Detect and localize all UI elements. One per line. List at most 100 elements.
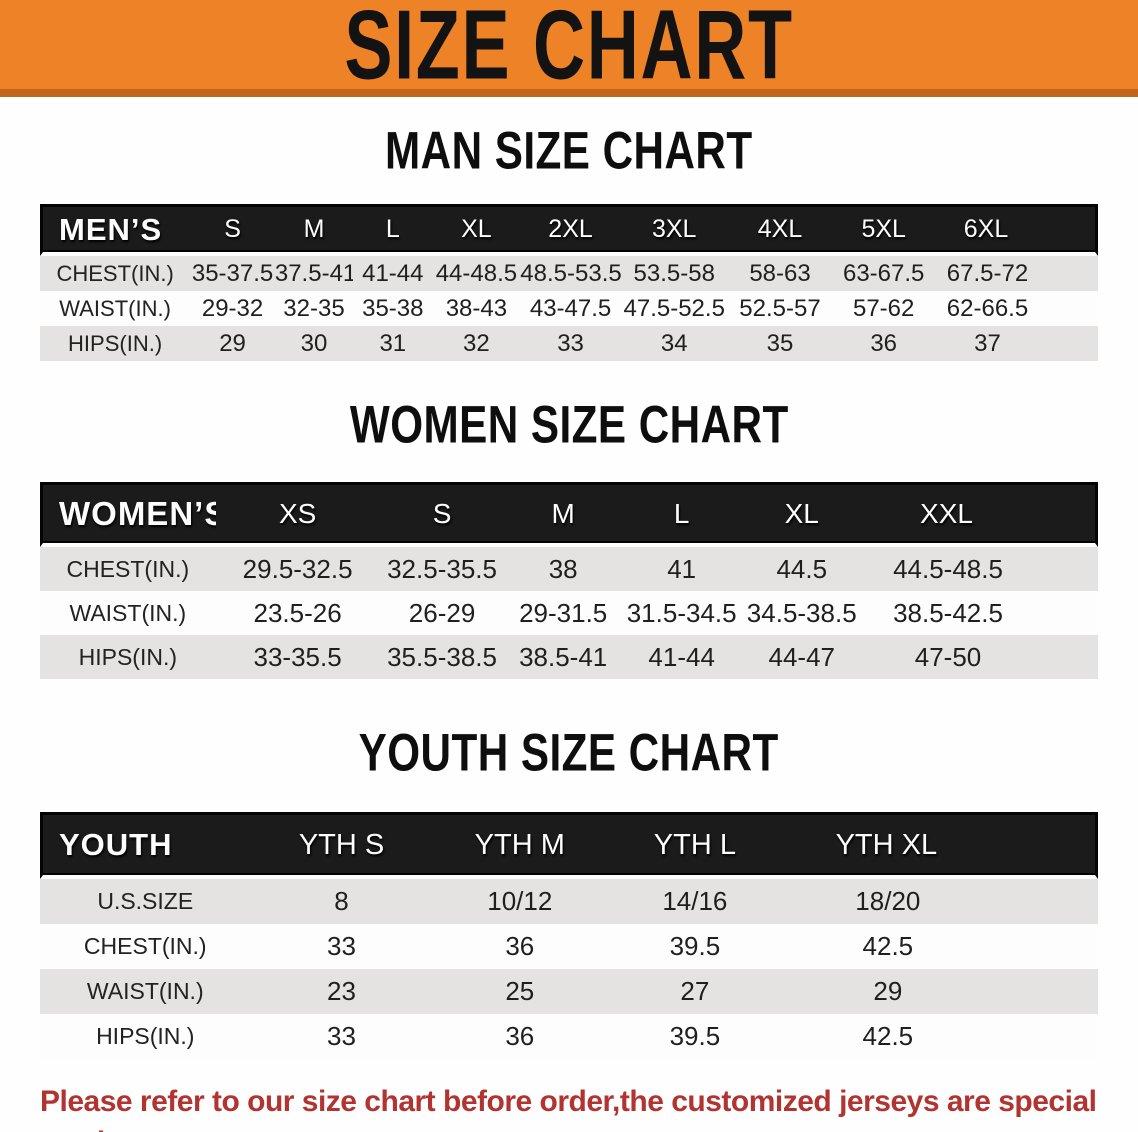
- size-header-cell: S: [379, 482, 505, 547]
- value-cell: 33: [250, 1014, 433, 1059]
- value-cell: 42.5: [782, 924, 1098, 969]
- value-cell: 58-63: [727, 256, 833, 291]
- womens-size-table: WOMEN’S XS S M L XL XXL CHEST(IN.) 29.5-32.5 32.5…: [40, 482, 1098, 679]
- value-cell: 44.5: [741, 547, 863, 591]
- value-cell: 37.5-41: [274, 256, 354, 291]
- size-header-cell: 2XL: [520, 204, 621, 256]
- value-cell: 33: [250, 924, 433, 969]
- size-header-cell: 5XL: [832, 204, 935, 256]
- size-header-cell: M: [274, 204, 354, 256]
- value-cell: 30: [274, 326, 354, 361]
- value-cell: 44.5-48.5: [862, 547, 1098, 591]
- size-header-cell: M: [504, 482, 622, 547]
- women-section-heading-text: WOMEN SIZE CHART: [349, 396, 789, 455]
- value-cell: 57-62: [832, 291, 935, 326]
- value-cell: 32: [432, 326, 521, 361]
- value-cell: 47-50: [862, 635, 1098, 679]
- value-cell: 31: [353, 326, 433, 361]
- value-cell: 23: [250, 969, 433, 1014]
- value-cell: 41-44: [621, 635, 742, 679]
- value-cell: 35-38: [353, 291, 433, 326]
- row-label-cell: HIPS(IN.): [40, 1014, 251, 1059]
- table-title-cell: MEN’S: [40, 204, 191, 256]
- value-cell: 29.5-32.5: [215, 547, 380, 591]
- table-row: HIPS(IN.) 33 36 39.5 42.5: [40, 1014, 1098, 1059]
- size-header-cell: 6XL: [935, 204, 1098, 256]
- value-cell: 36: [432, 924, 608, 969]
- value-cell: 52.5-57: [727, 291, 833, 326]
- value-cell: 32.5-35.5: [379, 547, 505, 591]
- table-row: HIPS(IN.) 33-35.5 35.5-38.5 38.5-41 41-44 44-…: [40, 635, 1098, 679]
- value-cell: 35: [727, 326, 833, 361]
- size-header-cell: L: [353, 204, 433, 256]
- table-row: CHEST(IN.) 33 36 39.5 42.5: [40, 924, 1098, 969]
- table-title-cell: YOUTH: [40, 812, 251, 879]
- men-section-heading-text: MAN SIZE CHART: [385, 122, 753, 181]
- table-row: HIPS(IN.) 29 30 31 32 33 34 35 36 37: [40, 326, 1098, 361]
- value-cell: 35-37.5: [190, 256, 275, 291]
- value-cell: 10/12: [432, 879, 608, 924]
- youth-size-table: YOUTH YTH S YTH M YTH L YTH XL U.S.SIZE 8 10/12…: [40, 812, 1098, 1059]
- size-header-cell: XL: [432, 204, 521, 256]
- value-cell: 38: [504, 547, 622, 591]
- section-youth: YOUTH SIZE CHART YOUTH YTH S YTH M YTH L YTH…: [0, 679, 1138, 1059]
- value-cell: 18/20: [782, 879, 1098, 924]
- section-men: MAN SIZE CHART MEN’S S M L XL 2XL 3XL 4XL 5XL 6XL…: [0, 97, 1138, 361]
- value-cell: 29-31.5: [504, 591, 622, 635]
- value-cell: 29: [782, 969, 1098, 1014]
- value-cell: 34: [620, 326, 728, 361]
- value-cell: 38.5-42.5: [862, 591, 1098, 635]
- row-label-cell: CHEST(IN.): [40, 256, 191, 291]
- youth-section-heading-text: YOUTH SIZE CHART: [358, 724, 780, 783]
- table-row: CHEST(IN.) 35-37.5 37.5-41 41-44 44-48.5 48.5…: [40, 256, 1098, 291]
- size-header-cell: YTH XL: [782, 812, 1098, 879]
- value-cell: 44-47: [741, 635, 863, 679]
- youth-size-table-container: YOUTH YTH S YTH M YTH L YTH XL U.S.SIZE 8 10/12…: [40, 812, 1138, 1059]
- table-row: U.S.SIZE 8 10/12 14/16 18/20: [40, 879, 1098, 924]
- value-cell: 33-35.5: [215, 635, 380, 679]
- womens-size-table-container: WOMEN’S XS S M L XL XXL CHEST(IN.) 29.5-32.5 32.5…: [40, 482, 1138, 679]
- value-cell: 41: [621, 547, 742, 591]
- banner-title: SIZE CHART: [344, 0, 794, 100]
- value-cell: 27: [607, 969, 783, 1014]
- value-cell: 47.5-52.5: [620, 291, 728, 326]
- value-cell: 31.5-34.5: [621, 591, 742, 635]
- value-cell: 34.5-38.5: [741, 591, 863, 635]
- women-section-heading: WOMEN SIZE CHART: [0, 361, 1138, 482]
- banner: SIZE CHART: [0, 0, 1138, 97]
- value-cell: 43-47.5: [520, 291, 621, 326]
- size-header-cell: 4XL: [727, 204, 833, 256]
- size-header-cell: YTH S: [250, 812, 433, 879]
- row-label-cell: CHEST(IN.): [40, 547, 216, 591]
- size-header-cell: YTH M: [432, 812, 608, 879]
- row-label-cell: HIPS(IN.): [40, 635, 216, 679]
- header-row: WOMEN’S XS S M L XL XXL: [40, 482, 1098, 547]
- size-header-cell: XXL: [862, 482, 1098, 547]
- table-title-cell: WOMEN’S: [40, 482, 216, 547]
- size-header-cell: 3XL: [620, 204, 728, 256]
- table-row: CHEST(IN.) 29.5-32.5 32.5-35.5 38 41 44.5 44.5…: [40, 547, 1098, 591]
- value-cell: 8: [250, 879, 433, 924]
- row-label-cell: CHEST(IN.): [40, 924, 251, 969]
- note-line-1: Please refer to our size chart before or…: [40, 1085, 1097, 1132]
- size-header-cell: S: [190, 204, 275, 256]
- table-row: WAIST(IN.) 23 25 27 29: [40, 969, 1098, 1014]
- value-cell: 33: [520, 326, 621, 361]
- header-row: YOUTH YTH S YTH M YTH L YTH XL: [40, 812, 1098, 879]
- value-cell: 38.5-41: [504, 635, 622, 679]
- size-header-cell: XL: [741, 482, 863, 547]
- value-cell: 39.5: [607, 924, 783, 969]
- row-label-cell: WAIST(IN.): [40, 291, 191, 326]
- value-cell: 23.5-26: [215, 591, 380, 635]
- value-cell: 36: [432, 1014, 608, 1059]
- value-cell: 39.5: [607, 1014, 783, 1059]
- value-cell: 35.5-38.5: [379, 635, 505, 679]
- disclaimer-note: Please refer to our size chart before or…: [40, 1081, 1118, 1132]
- table-row: WAIST(IN.) 23.5-26 26-29 29-31.5 31.5-34.5 34…: [40, 591, 1098, 635]
- mens-size-table: MEN’S S M L XL 2XL 3XL 4XL 5XL 6XL CHEST(IN.) 35-37…: [40, 204, 1098, 361]
- table-row: WAIST(IN.) 29-32 32-35 35-38 38-43 43-47.5 47.…: [40, 291, 1098, 326]
- size-header-cell: XS: [215, 482, 380, 547]
- value-cell: 44-48.5: [432, 256, 521, 291]
- value-cell: 38-43: [432, 291, 521, 326]
